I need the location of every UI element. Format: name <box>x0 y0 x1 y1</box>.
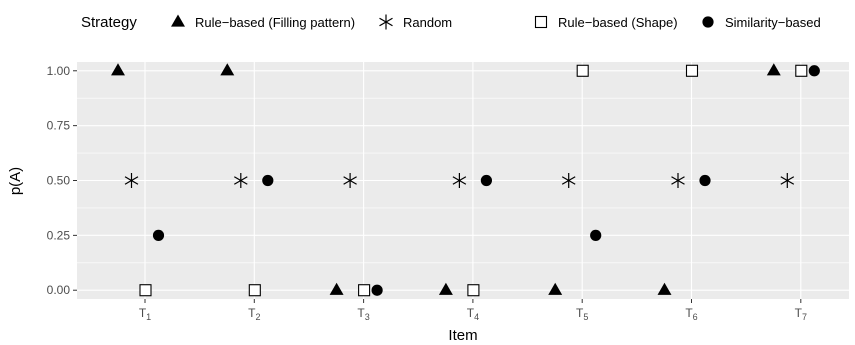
point-circle <box>809 65 820 76</box>
point-square <box>687 65 698 76</box>
x-tick-label: T6 <box>685 306 697 322</box>
point-square <box>796 65 807 76</box>
x-axis: T1 T2 T3 T4 T5 T6 T7 <box>139 299 807 322</box>
point-circle <box>372 285 383 296</box>
point-square <box>249 285 260 296</box>
x-tick-label: T4 <box>467 306 479 322</box>
x-axis-title: Item <box>448 327 477 344</box>
point-circle <box>153 230 164 241</box>
legend-key-asterisk <box>380 15 393 30</box>
legend: Strategy Rule−based (Filling pattern) Ran… <box>81 14 821 31</box>
legend-label: Rule−based (Shape) <box>558 15 678 30</box>
legend-label: Random <box>403 15 452 30</box>
point-square <box>468 285 479 296</box>
y-axis-title: p(A) <box>7 167 24 195</box>
y-axis: 0.00 0.25 0.50 0.75 1.00 <box>47 64 77 297</box>
legend-key-circle <box>702 16 713 27</box>
point-square <box>577 65 588 76</box>
legend-label: Similarity−based <box>725 15 821 30</box>
legend-key-square <box>536 17 547 28</box>
y-tick-label: 1.00 <box>47 64 71 78</box>
x-tick-label: T2 <box>248 306 260 322</box>
y-tick-label: 0.75 <box>47 119 71 133</box>
legend-title: Strategy <box>81 14 137 31</box>
x-tick-label: T5 <box>576 306 588 322</box>
legend-label: Rule−based (Filling pattern) <box>195 15 355 30</box>
x-tick-label: T3 <box>357 306 369 322</box>
point-square <box>359 285 370 296</box>
y-tick-label: 0.50 <box>47 174 71 188</box>
point-circle <box>699 175 710 186</box>
point-circle <box>590 230 601 241</box>
x-tick-label: T1 <box>139 306 151 322</box>
legend-key-triangle <box>171 15 185 27</box>
point-square <box>140 285 151 296</box>
x-tick-label: T7 <box>795 306 807 322</box>
y-tick-label: 0.25 <box>47 228 71 242</box>
point-circle <box>481 175 492 186</box>
y-tick-label: 0.00 <box>47 283 71 297</box>
point-circle <box>262 175 273 186</box>
